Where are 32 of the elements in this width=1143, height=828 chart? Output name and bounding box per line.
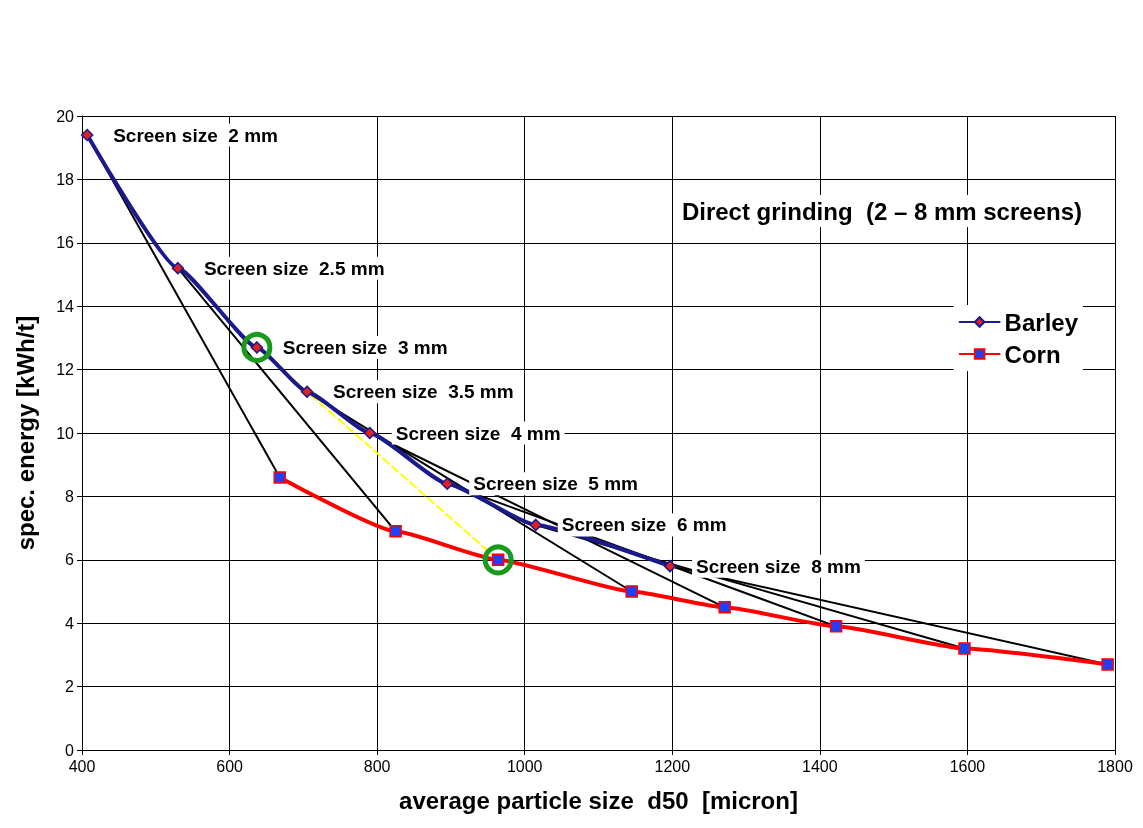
y-tick-label: 0 — [65, 741, 75, 759]
x-tick-label: 1800 — [1097, 757, 1133, 775]
x-axis-title: average particle size d50 [micron] — [399, 786, 798, 814]
y-tick-label: 20 — [56, 107, 75, 125]
annotation: Screen size 2.5 mm — [203, 257, 385, 279]
annotation: Screen size 3.5 mm — [333, 381, 514, 403]
text: Direct grinding (2 – 8 mm screens) — [681, 197, 1082, 225]
y-tick-label: 18 — [56, 170, 75, 188]
y-tick-label: 12 — [56, 361, 75, 379]
x-tick-label: 1000 — [506, 757, 543, 775]
x-tick-label: 600 — [216, 757, 244, 775]
x-tick-label: 1200 — [654, 757, 691, 775]
y-tick-label: 14 — [56, 297, 75, 315]
annotation: Screen size 8 mm — [696, 555, 861, 577]
legend-label: Corn — [1004, 340, 1061, 368]
y-tick-label: 10 — [56, 424, 75, 442]
x-tick-label: 1400 — [802, 757, 838, 775]
x-tick-label: 1600 — [949, 757, 986, 775]
annotation: Screen size 5 mm — [473, 473, 638, 495]
x-tick-label: 800 — [363, 757, 391, 775]
y-tick-label: 6 — [65, 551, 75, 569]
annotation: Screen size 6 mm — [561, 514, 727, 536]
y-tick-label: 4 — [65, 614, 75, 632]
x-tick-label: 400 — [68, 757, 96, 775]
annotation: Screen size 2 mm — [113, 124, 278, 146]
annotation: Screen size 3 mm — [282, 336, 448, 358]
y-axis-title: spec. energy [kWh/t] — [11, 315, 39, 551]
y-tick-label: 2 — [65, 678, 75, 696]
y-tick-label: 16 — [56, 234, 75, 252]
annotation: Screen size 4 mm — [395, 422, 561, 444]
y-tick-label: 8 — [65, 487, 75, 505]
legend-label: Barley — [1004, 308, 1079, 336]
